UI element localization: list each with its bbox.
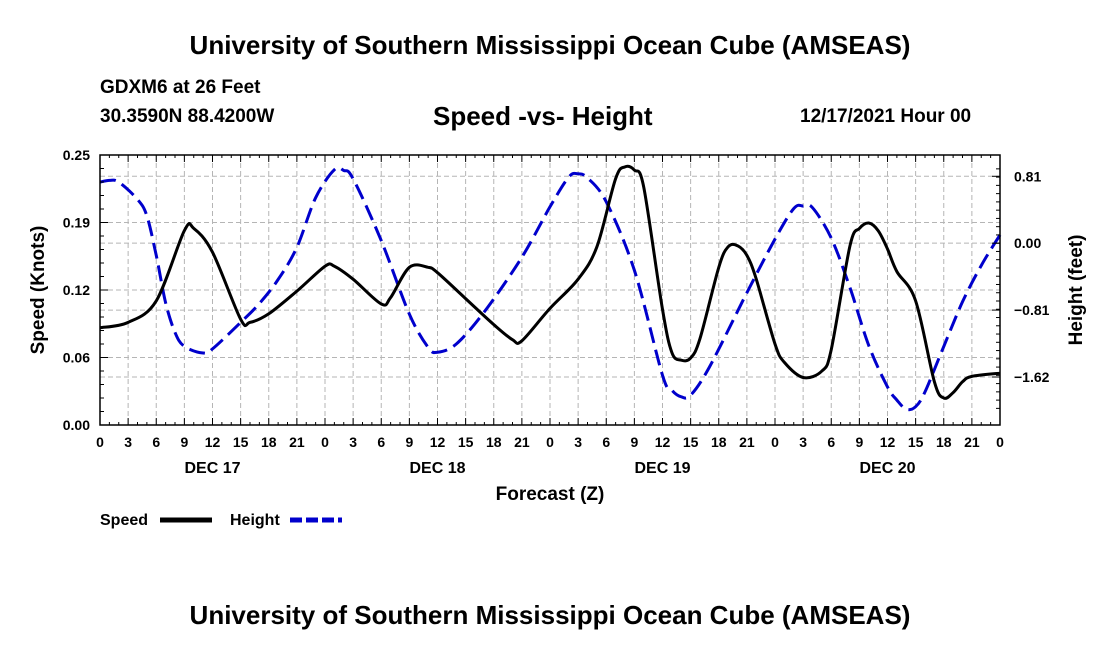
y-axis-left-label: Speed (Knots) <box>28 226 49 355</box>
x-tick-label: 3 <box>799 434 807 450</box>
x-tick-label: 3 <box>574 434 582 450</box>
y-left-tick-label: 0.25 <box>63 147 90 163</box>
x-tick-label: 6 <box>827 434 835 450</box>
x-tick-label: 0 <box>96 434 104 450</box>
x-tick-label: 12 <box>880 434 896 450</box>
x-tick-label: 9 <box>855 434 863 450</box>
y-left-tick-label: 0.06 <box>63 350 90 366</box>
x-tick-label: 15 <box>458 434 474 450</box>
y-right-tick-label: −0.81 <box>1014 302 1050 318</box>
y-axis-right-label: Height (feet) <box>1066 235 1087 346</box>
footer-title: University of Southern Mississippi Ocean… <box>189 600 911 630</box>
x-tick-label: 3 <box>349 434 357 450</box>
y-left-tick-label: 0.00 <box>63 417 90 433</box>
x-tick-label: 9 <box>630 434 638 450</box>
day-label: DEC 17 <box>184 460 240 477</box>
series-line-height <box>99 166 1002 412</box>
x-tick-label: 12 <box>205 434 221 450</box>
y-right-tick-label: 0.81 <box>1014 168 1041 184</box>
grid-layer <box>100 155 1000 425</box>
x-tick-label: 9 <box>405 434 413 450</box>
x-tick-label: 12 <box>655 434 671 450</box>
station-coordinates: 30.3590N 88.4200W <box>100 106 275 127</box>
x-tick-label: 6 <box>602 434 610 450</box>
x-tick-label: 0 <box>771 434 779 450</box>
chart-title: University of Southern Mississippi Ocean… <box>189 30 911 60</box>
x-tick-label: 21 <box>964 434 980 450</box>
forecast-datetime: 12/17/2021 Hour 00 <box>800 106 972 127</box>
x-tick-label: 18 <box>711 434 727 450</box>
x-tick-label: 21 <box>514 434 530 450</box>
y-left-tick-label: 0.19 <box>63 215 90 231</box>
x-tick-label: 18 <box>486 434 502 450</box>
x-tick-label: 15 <box>908 434 924 450</box>
x-tick-label: 3 <box>124 434 132 450</box>
x-tick-label: 18 <box>261 434 277 450</box>
day-label: DEC 20 <box>859 460 915 477</box>
x-tick-label: 15 <box>233 434 249 450</box>
legend-height-label: Height <box>230 512 280 529</box>
x-tick-label: 21 <box>739 434 755 450</box>
y-right-tick-label: 0.00 <box>1014 235 1041 251</box>
x-tick-label: 0 <box>546 434 554 450</box>
x-tick-label: 0 <box>996 434 1004 450</box>
x-tick-label: 15 <box>683 434 699 450</box>
legend: Speed Height <box>100 512 342 529</box>
series-layer <box>99 164 1002 412</box>
series-line-speed <box>99 164 1001 400</box>
axis-layer: 0 3 6 9 12 15 18 21 0 3 6 9 12 15 18 21 0 3 6 9 12 15 18 21 0 3 6 9… <box>63 147 1050 477</box>
x-tick-label: 21 <box>289 434 305 450</box>
legend-speed-label: Speed <box>100 512 148 529</box>
x-tick-label: 0 <box>321 434 329 450</box>
x-axis-label: Forecast (Z) <box>496 484 605 505</box>
x-tick-label: 6 <box>152 434 160 450</box>
day-label: DEC 18 <box>409 460 465 477</box>
day-label: DEC 19 <box>634 460 690 477</box>
y-left-tick-label: 0.12 <box>63 282 90 298</box>
x-tick-label: 18 <box>936 434 952 450</box>
station-label: GDXM6 at 26 Feet <box>100 77 261 98</box>
x-tick-label: 6 <box>377 434 385 450</box>
chart-subtitle: Speed -vs- Height <box>433 101 653 131</box>
x-tick-label: 9 <box>180 434 188 450</box>
x-tick-label: 12 <box>430 434 446 450</box>
y-right-tick-label: −1.62 <box>1014 369 1050 385</box>
